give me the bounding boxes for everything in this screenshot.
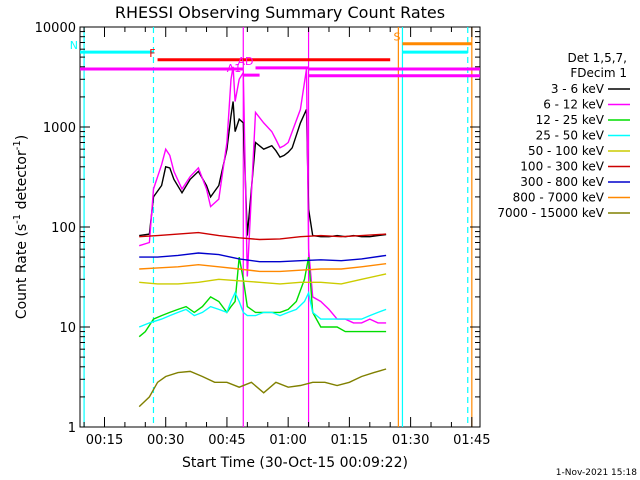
footer-date: 1-Nov-2021 15:18 bbox=[556, 468, 638, 478]
legend-header-line2: FDecim 1 bbox=[570, 66, 627, 80]
legend-entry-label: 12 - 25 keV bbox=[536, 113, 605, 127]
series-line bbox=[139, 252, 387, 263]
flag-label: N bbox=[70, 39, 78, 52]
x-tick-label: 01:45 bbox=[453, 433, 490, 448]
svg-text:Count Rate (s-1 detector-1): Count Rate (s-1 detector-1) bbox=[12, 135, 30, 319]
x-tick-label: 00:45 bbox=[208, 433, 245, 448]
legend-entry-label: 300 - 800 keV bbox=[520, 175, 604, 189]
x-axis-ticks: 00:15 00:30 00:45 01:00 01:15 01:30 01:45 bbox=[83, 27, 491, 448]
chart-title: RHESSI Observing Summary Count Rates bbox=[115, 3, 445, 22]
series-line bbox=[138, 368, 387, 408]
y-tick-label: 1 bbox=[68, 421, 76, 436]
y-axis-label-sup2: -1 bbox=[12, 140, 23, 150]
flag-label: S bbox=[393, 31, 400, 44]
legend-entry-label: 7000 - 15000 keV bbox=[497, 206, 604, 220]
x-tick-label: 01:00 bbox=[269, 433, 306, 448]
flag-label: AD bbox=[238, 55, 254, 68]
y-axis-label-base: Count Rate (s bbox=[14, 224, 30, 319]
series-line bbox=[138, 290, 387, 328]
y-tick-label: 1000 bbox=[43, 121, 76, 136]
plot-frame bbox=[79, 26, 481, 428]
y-tick-label: 100 bbox=[51, 221, 76, 236]
y-axis-label: Count Rate (s-1 detector-1) bbox=[12, 135, 30, 319]
x-axis-label: Start Time (30-Oct-15 00:09:22) bbox=[182, 455, 408, 471]
vertical-marker-lines bbox=[83, 27, 473, 427]
legend-entry-label: 800 - 7000 keV bbox=[513, 191, 605, 205]
legend-header-line1: Det 1,5,7, bbox=[568, 51, 628, 65]
series-line bbox=[139, 231, 387, 241]
x-tick-label: 00:30 bbox=[147, 433, 184, 448]
series-line bbox=[138, 256, 387, 338]
x-tick-label: 00:15 bbox=[86, 433, 123, 448]
series-line bbox=[138, 66, 387, 324]
plot-area: NSFADA1 00:1500:3000:4501:0001:1501:3001… bbox=[35, 21, 491, 448]
y-tick-label: 10 bbox=[59, 321, 76, 336]
y-axis-ticks: 1 10 100 1000 10000 bbox=[35, 21, 480, 436]
y-axis-label-sup1: -1 bbox=[12, 214, 23, 224]
flag-bars: NSFADA1 bbox=[70, 31, 480, 78]
y-tick-label: 10000 bbox=[35, 21, 76, 36]
y-axis-label-mid: detector bbox=[14, 150, 30, 214]
flag-label: F bbox=[149, 47, 155, 60]
series-line bbox=[139, 273, 387, 285]
legend-entry-label: 6 - 12 keV bbox=[543, 98, 605, 112]
legend-entry-label: 50 - 100 keV bbox=[528, 144, 605, 158]
x-tick-label: 01:30 bbox=[392, 433, 429, 448]
series-lines bbox=[138, 66, 387, 408]
legend-entry-label: 3 - 6 keV bbox=[551, 82, 605, 96]
x-tick-label: 01:15 bbox=[331, 433, 368, 448]
series-line bbox=[139, 263, 387, 273]
legend-entry-label: 25 - 50 keV bbox=[536, 129, 605, 143]
legend-entry-label: 100 - 300 keV bbox=[520, 160, 604, 174]
y-axis-label-end: ) bbox=[14, 135, 30, 140]
